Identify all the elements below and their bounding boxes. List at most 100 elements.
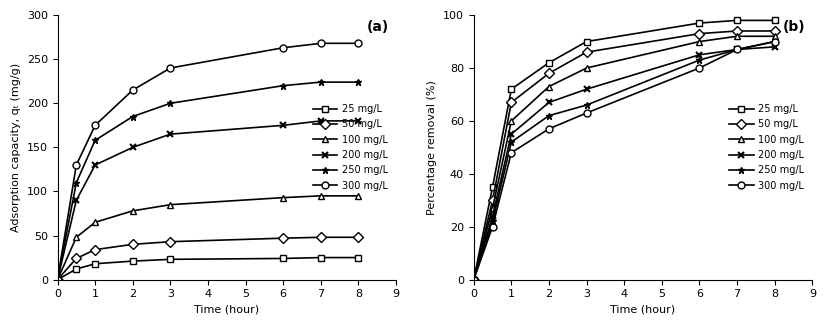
Y-axis label: Percentage removal (%): Percentage removal (%) bbox=[428, 80, 437, 215]
100 mg/L bbox=[770, 34, 780, 38]
250 mg/L bbox=[90, 138, 100, 142]
50 mg/L bbox=[506, 100, 516, 104]
25 mg/L bbox=[316, 256, 326, 259]
25 mg/L bbox=[128, 259, 138, 263]
50 mg/L bbox=[165, 240, 175, 244]
200 mg/L bbox=[732, 48, 742, 52]
300 mg/L bbox=[506, 151, 516, 155]
250 mg/L bbox=[770, 39, 780, 43]
50 mg/L bbox=[770, 29, 780, 33]
250 mg/L bbox=[128, 114, 138, 118]
200 mg/L bbox=[53, 278, 63, 282]
Line: 250 mg/L: 250 mg/L bbox=[54, 79, 362, 283]
300 mg/L bbox=[128, 88, 138, 92]
250 mg/L bbox=[278, 84, 288, 88]
300 mg/L bbox=[770, 39, 780, 43]
100 mg/L bbox=[469, 278, 479, 282]
25 mg/L bbox=[488, 185, 498, 189]
100 mg/L bbox=[581, 66, 591, 70]
Legend: 25 mg/L, 50 mg/L, 100 mg/L, 200 mg/L, 250 mg/L, 300 mg/L: 25 mg/L, 50 mg/L, 100 mg/L, 200 mg/L, 25… bbox=[726, 101, 807, 194]
300 mg/L bbox=[53, 278, 63, 282]
100 mg/L bbox=[278, 196, 288, 200]
25 mg/L bbox=[353, 256, 363, 259]
50 mg/L bbox=[581, 50, 591, 54]
50 mg/L bbox=[353, 235, 363, 239]
200 mg/L bbox=[278, 123, 288, 127]
200 mg/L bbox=[695, 53, 705, 57]
50 mg/L bbox=[316, 235, 326, 239]
300 mg/L bbox=[581, 111, 591, 115]
Y-axis label: Adsorption capacity, qₜ (mg/g): Adsorption capacity, qₜ (mg/g) bbox=[11, 63, 22, 232]
250 mg/L bbox=[488, 219, 498, 223]
300 mg/L bbox=[353, 41, 363, 45]
300 mg/L bbox=[71, 163, 81, 167]
250 mg/L bbox=[506, 140, 516, 144]
200 mg/L bbox=[71, 198, 81, 202]
100 mg/L bbox=[53, 278, 63, 282]
200 mg/L bbox=[90, 163, 100, 167]
250 mg/L bbox=[71, 181, 81, 185]
100 mg/L bbox=[71, 235, 81, 239]
250 mg/L bbox=[581, 103, 591, 107]
Line: 50 mg/L: 50 mg/L bbox=[471, 27, 778, 283]
300 mg/L bbox=[278, 46, 288, 50]
25 mg/L bbox=[469, 278, 479, 282]
25 mg/L bbox=[732, 19, 742, 22]
Line: 300 mg/L: 300 mg/L bbox=[54, 40, 362, 283]
200 mg/L bbox=[128, 145, 138, 149]
X-axis label: Time (hour): Time (hour) bbox=[194, 305, 260, 315]
300 mg/L bbox=[90, 123, 100, 127]
250 mg/L bbox=[695, 58, 705, 62]
100 mg/L bbox=[165, 203, 175, 207]
50 mg/L bbox=[469, 278, 479, 282]
100 mg/L bbox=[353, 194, 363, 198]
50 mg/L bbox=[53, 278, 63, 282]
50 mg/L bbox=[488, 198, 498, 202]
250 mg/L bbox=[53, 278, 63, 282]
50 mg/L bbox=[90, 248, 100, 252]
25 mg/L bbox=[544, 61, 554, 65]
50 mg/L bbox=[128, 243, 138, 246]
50 mg/L bbox=[544, 71, 554, 75]
300 mg/L bbox=[165, 66, 175, 70]
Legend: 25 mg/L, 50 mg/L, 100 mg/L, 200 mg/L, 250 mg/L, 300 mg/L: 25 mg/L, 50 mg/L, 100 mg/L, 200 mg/L, 25… bbox=[310, 101, 391, 194]
200 mg/L bbox=[316, 119, 326, 123]
100 mg/L bbox=[90, 220, 100, 224]
300 mg/L bbox=[695, 66, 705, 70]
100 mg/L bbox=[544, 84, 554, 88]
50 mg/L bbox=[695, 32, 705, 36]
25 mg/L bbox=[506, 87, 516, 91]
25 mg/L bbox=[581, 39, 591, 43]
200 mg/L bbox=[581, 87, 591, 91]
100 mg/L bbox=[695, 39, 705, 43]
Line: 100 mg/L: 100 mg/L bbox=[54, 192, 362, 283]
25 mg/L bbox=[278, 257, 288, 260]
200 mg/L bbox=[165, 132, 175, 136]
Line: 50 mg/L: 50 mg/L bbox=[54, 234, 362, 283]
100 mg/L bbox=[128, 209, 138, 213]
100 mg/L bbox=[488, 206, 498, 210]
200 mg/L bbox=[488, 214, 498, 218]
50 mg/L bbox=[732, 29, 742, 33]
300 mg/L bbox=[732, 48, 742, 52]
Line: 300 mg/L: 300 mg/L bbox=[471, 38, 778, 283]
Line: 100 mg/L: 100 mg/L bbox=[471, 33, 778, 283]
250 mg/L bbox=[316, 80, 326, 84]
200 mg/L bbox=[353, 119, 363, 123]
200 mg/L bbox=[469, 278, 479, 282]
25 mg/L bbox=[71, 267, 81, 271]
200 mg/L bbox=[770, 45, 780, 49]
100 mg/L bbox=[316, 194, 326, 198]
25 mg/L bbox=[165, 257, 175, 261]
Line: 25 mg/L: 25 mg/L bbox=[471, 17, 778, 283]
25 mg/L bbox=[770, 19, 780, 22]
300 mg/L bbox=[488, 225, 498, 229]
Line: 200 mg/L: 200 mg/L bbox=[471, 43, 778, 283]
Line: 250 mg/L: 250 mg/L bbox=[471, 38, 778, 283]
50 mg/L bbox=[71, 257, 81, 260]
25 mg/L bbox=[53, 278, 63, 282]
Line: 25 mg/L: 25 mg/L bbox=[54, 254, 362, 283]
250 mg/L bbox=[732, 48, 742, 52]
200 mg/L bbox=[544, 100, 554, 104]
50 mg/L bbox=[278, 236, 288, 240]
